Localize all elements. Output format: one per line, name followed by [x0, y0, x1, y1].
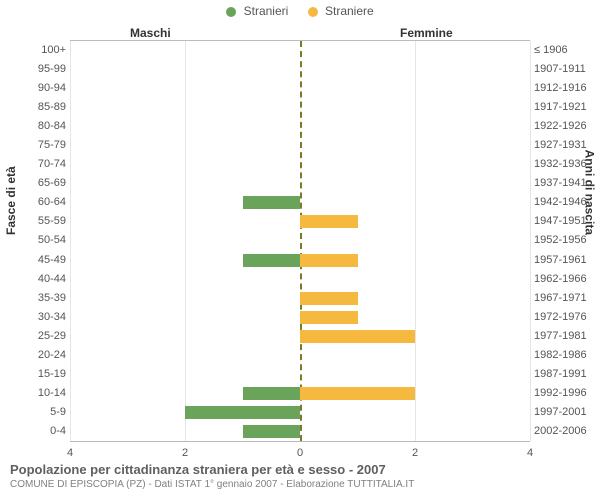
birth-year-label: 1992-1996: [534, 384, 594, 403]
footer: Popolazione per cittadinanza straniera p…: [10, 462, 590, 490]
age-label: 15-19: [22, 365, 66, 384]
age-row: 15-191987-1991: [70, 365, 530, 384]
age-label: 75-79: [22, 136, 66, 155]
birth-year-label: 1907-1911: [534, 60, 594, 79]
bar-male: [243, 425, 301, 438]
age-row: 75-791927-1931: [70, 136, 530, 155]
age-label: 5-9: [22, 403, 66, 422]
age-label: 55-59: [22, 212, 66, 231]
bar-female: [300, 387, 415, 400]
age-label: 0-4: [22, 422, 66, 441]
age-row: 70-741932-1936: [70, 155, 530, 174]
birth-year-label: 1922-1926: [534, 117, 594, 136]
bar-female: [300, 215, 358, 228]
age-label: 20-24: [22, 346, 66, 365]
birth-year-label: 1962-1966: [534, 270, 594, 289]
birth-year-label: ≤ 1906: [534, 41, 594, 60]
age-row: 5-91997-2001: [70, 403, 530, 422]
x-tick-label: 2: [412, 447, 418, 459]
gridline: [530, 41, 531, 441]
birth-year-label: 1957-1961: [534, 251, 594, 270]
x-tick-label: 0: [297, 447, 303, 459]
birth-year-label: 1987-1991: [534, 365, 594, 384]
age-row: 60-641942-1946: [70, 193, 530, 212]
footer-subtitle: COMUNE DI EPISCOPIA (PZ) - Dati ISTAT 1°…: [10, 479, 590, 490]
birth-year-label: 1977-1981: [534, 327, 594, 346]
age-label: 90-94: [22, 79, 66, 98]
age-label: 10-14: [22, 384, 66, 403]
birth-year-label: 1967-1971: [534, 289, 594, 308]
age-row: 35-391967-1971: [70, 289, 530, 308]
birth-year-label: 1997-2001: [534, 403, 594, 422]
x-tick-label: 2: [182, 447, 188, 459]
female-column-title: Femmine: [400, 26, 453, 40]
male-column-title: Maschi: [130, 26, 171, 40]
legend-male-label: Stranieri: [244, 4, 289, 18]
age-row: 0-42002-2006: [70, 422, 530, 441]
age-row: 90-941912-1916: [70, 79, 530, 98]
age-label: 100+: [22, 41, 66, 60]
x-tick-label: 4: [527, 447, 533, 459]
age-label: 50-54: [22, 231, 66, 250]
age-row: 30-341972-1976: [70, 308, 530, 327]
age-label: 45-49: [22, 251, 66, 270]
age-row: 20-241982-1986: [70, 346, 530, 365]
age-row: 45-491957-1961: [70, 251, 530, 270]
age-label: 35-39: [22, 289, 66, 308]
age-label: 60-64: [22, 193, 66, 212]
age-row: 50-541952-1956: [70, 231, 530, 250]
birth-year-label: 1912-1916: [534, 79, 594, 98]
bar-female: [300, 254, 358, 267]
footer-title: Popolazione per cittadinanza straniera p…: [10, 462, 590, 477]
bar-male: [243, 254, 301, 267]
age-label: 85-89: [22, 98, 66, 117]
x-tick-label: 4: [67, 447, 73, 459]
birth-year-label: 1917-1921: [534, 98, 594, 117]
age-row: 100+≤ 1906: [70, 41, 530, 60]
age-label: 25-29: [22, 327, 66, 346]
legend-female: Straniere: [308, 4, 374, 18]
legend-female-label: Straniere: [325, 4, 374, 18]
bar-female: [300, 330, 415, 343]
age-label: 40-44: [22, 270, 66, 289]
bar-male: [243, 387, 301, 400]
age-row: 80-841922-1926: [70, 117, 530, 136]
age-label: 70-74: [22, 155, 66, 174]
age-label: 80-84: [22, 117, 66, 136]
chart-container: Stranieri Straniere Maschi Femmine Fasce…: [0, 0, 600, 500]
bar-female: [300, 311, 358, 324]
legend: Stranieri Straniere: [0, 4, 600, 18]
birth-year-label: 1982-1986: [534, 346, 594, 365]
age-row: 40-441962-1966: [70, 270, 530, 289]
age-row: 55-591947-1951: [70, 212, 530, 231]
age-row: 95-991907-1911: [70, 60, 530, 79]
legend-female-swatch: [308, 7, 318, 17]
legend-male: Stranieri: [226, 4, 288, 18]
age-label: 95-99: [22, 60, 66, 79]
age-label: 65-69: [22, 174, 66, 193]
age-label: 30-34: [22, 308, 66, 327]
bar-female: [300, 292, 358, 305]
birth-year-label: 1972-1976: [534, 308, 594, 327]
age-row: 10-141992-1996: [70, 384, 530, 403]
bar-male: [185, 406, 300, 419]
legend-male-swatch: [226, 7, 236, 17]
age-row: 85-891917-1921: [70, 98, 530, 117]
age-row: 25-291977-1981: [70, 327, 530, 346]
y-axis-left-label: Fasce di età: [4, 166, 18, 235]
birth-year-label: 1937-1941: [534, 174, 594, 193]
birth-year-label: 2002-2006: [534, 422, 594, 441]
birth-year-label: 1932-1936: [534, 155, 594, 174]
birth-year-label: 1952-1956: [534, 231, 594, 250]
birth-year-label: 1942-1946: [534, 193, 594, 212]
plot-area: 100+≤ 190695-991907-191190-941912-191685…: [70, 40, 530, 442]
bar-male: [243, 196, 301, 209]
birth-year-label: 1947-1951: [534, 212, 594, 231]
birth-year-label: 1927-1931: [534, 136, 594, 155]
age-row: 65-691937-1941: [70, 174, 530, 193]
